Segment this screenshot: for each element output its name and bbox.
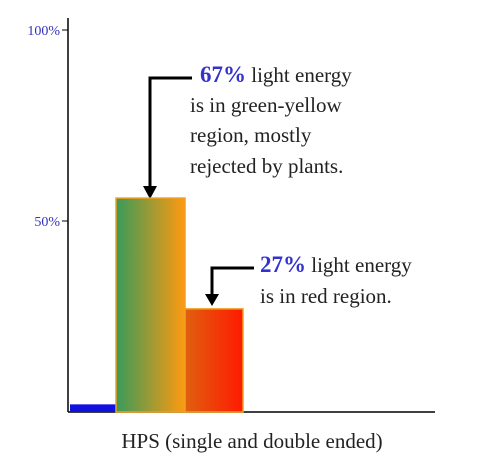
y-tick-label: 100%: [27, 24, 60, 39]
bar: [115, 197, 186, 413]
annotation: 67% light energy is in green-yellow regi…: [143, 62, 352, 199]
arrow: [148, 76, 192, 188]
arrow-head: [205, 294, 219, 306]
x-axis-label: HPS (single and double ended): [121, 429, 382, 453]
annotation-line: light energy: [251, 63, 352, 87]
y-tick-label: 50%: [34, 215, 60, 230]
annotation-line: is in green-yellow: [190, 93, 342, 117]
arrow-head: [143, 186, 157, 199]
annotation-highlight: 67%: [200, 62, 246, 87]
bar: [184, 308, 244, 413]
annotation-text: 27% light energy: [260, 252, 412, 277]
arrow: [210, 266, 254, 296]
annotation-line: light energy: [311, 253, 412, 277]
annotation-line: is in red region.: [260, 284, 392, 308]
bar: [70, 404, 116, 412]
annotation-line: region, mostly: [190, 123, 312, 147]
annotation-highlight: 27%: [260, 252, 306, 277]
annotation-text: 67% light energy: [200, 62, 352, 87]
annotation: 27% light energy is in red region.: [205, 252, 412, 308]
annotation-line: rejected by plants.: [190, 154, 343, 178]
